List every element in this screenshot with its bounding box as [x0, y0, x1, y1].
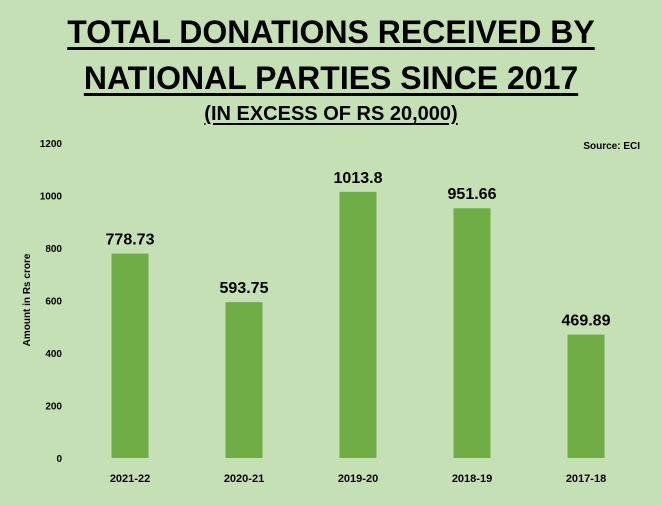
- chart-subtitle: (IN EXCESS OF RS 20,000): [204, 103, 458, 125]
- x-tick-label: 2019-20: [338, 473, 378, 485]
- chart-title-line2: NATIONAL PARTIES SINCE 2017: [83, 60, 579, 96]
- x-tick-label: 2018-19: [452, 473, 492, 485]
- x-tick-label: 2017-18: [566, 473, 606, 485]
- bar: [111, 253, 149, 458]
- y-tick-label: 1200: [40, 139, 63, 150]
- data-label: 469.89: [562, 313, 611, 330]
- y-tick-label: 800: [45, 244, 62, 255]
- bar: [225, 302, 263, 458]
- bar: [339, 191, 377, 458]
- y-tick-label: 600: [45, 297, 62, 308]
- y-tick-label: 200: [45, 402, 62, 413]
- data-label: 951.66: [448, 186, 497, 203]
- x-tick-label: 2020-21: [224, 473, 264, 485]
- data-label: 778.73: [106, 232, 155, 249]
- data-label: 1013.8: [334, 170, 383, 187]
- x-tick-label: 2021-22: [110, 473, 150, 485]
- bar: [453, 208, 491, 458]
- y-tick-label: 400: [45, 349, 62, 360]
- data-label: 593.75: [220, 280, 269, 297]
- chart-title-line1: TOTAL DONATIONS RECEIVED BY: [67, 14, 595, 50]
- y-tick-label: 0: [56, 454, 62, 465]
- y-axis-title: Amount in Rs crore: [22, 253, 33, 346]
- source-note: Source: ECI: [583, 141, 640, 152]
- bar: [567, 334, 605, 458]
- y-tick-label: 1000: [40, 192, 63, 203]
